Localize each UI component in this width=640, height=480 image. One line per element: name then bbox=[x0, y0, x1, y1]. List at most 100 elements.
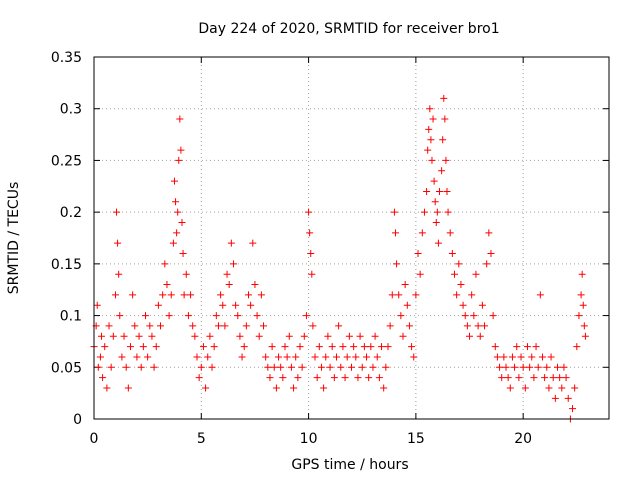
data-point bbox=[103, 384, 111, 392]
data-point bbox=[135, 332, 143, 340]
x-tick-label: 0 bbox=[90, 431, 99, 447]
data-point bbox=[350, 343, 358, 351]
data-point bbox=[365, 374, 373, 382]
data-point bbox=[384, 343, 392, 351]
data-point bbox=[154, 301, 162, 309]
x-tick-label: 15 bbox=[407, 431, 425, 447]
data-point bbox=[152, 343, 160, 351]
data-point bbox=[440, 94, 448, 102]
data-point bbox=[322, 353, 330, 361]
data-point bbox=[281, 343, 289, 351]
data-point bbox=[439, 136, 447, 144]
data-point bbox=[446, 229, 454, 237]
data-point bbox=[382, 363, 390, 371]
data-point bbox=[506, 384, 514, 392]
data-point bbox=[345, 332, 353, 340]
data-point bbox=[227, 239, 235, 247]
data-point bbox=[157, 322, 165, 330]
data-point bbox=[395, 291, 403, 299]
data-point bbox=[538, 353, 546, 361]
data-point bbox=[388, 291, 396, 299]
data-point bbox=[223, 270, 231, 278]
data-point bbox=[343, 353, 351, 361]
data-point bbox=[332, 353, 340, 361]
data-point bbox=[113, 208, 121, 216]
data-point bbox=[549, 374, 557, 382]
plot-frame bbox=[93, 56, 610, 420]
data-point bbox=[513, 343, 521, 351]
data-point bbox=[526, 363, 534, 371]
data-point bbox=[493, 353, 501, 361]
data-point bbox=[444, 208, 452, 216]
data-point bbox=[260, 322, 268, 330]
data-point bbox=[496, 363, 504, 371]
data-point bbox=[558, 384, 566, 392]
data-point bbox=[420, 208, 428, 216]
data-point bbox=[431, 198, 439, 206]
data-point bbox=[425, 125, 433, 133]
data-point bbox=[578, 270, 586, 278]
data-point bbox=[485, 229, 493, 237]
data-point bbox=[476, 332, 484, 340]
y-tick-label: 0.25 bbox=[51, 153, 82, 169]
data-point bbox=[173, 229, 181, 237]
data-point bbox=[131, 322, 139, 330]
data-point bbox=[426, 105, 434, 113]
data-point bbox=[453, 291, 461, 299]
data-point bbox=[498, 374, 506, 382]
data-point bbox=[300, 332, 308, 340]
data-point bbox=[189, 322, 197, 330]
data-point bbox=[500, 353, 508, 361]
data-point bbox=[515, 374, 523, 382]
data-point bbox=[330, 374, 338, 382]
data-point bbox=[324, 332, 332, 340]
data-point bbox=[94, 363, 102, 371]
data-point bbox=[238, 353, 246, 361]
data-point bbox=[309, 322, 317, 330]
data-point bbox=[197, 363, 205, 371]
data-point bbox=[416, 270, 424, 278]
data-point bbox=[270, 363, 278, 371]
data-point bbox=[169, 239, 177, 247]
data-point bbox=[474, 322, 482, 330]
data-point bbox=[580, 322, 588, 330]
data-point bbox=[174, 208, 182, 216]
data-point bbox=[547, 353, 555, 361]
data-point bbox=[328, 343, 336, 351]
data-point bbox=[390, 208, 398, 216]
y-tick-label: 0 bbox=[73, 412, 82, 428]
data-point bbox=[170, 177, 178, 185]
data-point bbox=[317, 363, 325, 371]
data-point bbox=[298, 363, 306, 371]
chart-title: Day 224 of 2020, SRMTID for receiver bro… bbox=[198, 21, 499, 37]
data-point bbox=[461, 312, 469, 320]
data-point bbox=[397, 312, 405, 320]
data-point bbox=[448, 250, 456, 258]
data-point bbox=[172, 198, 180, 206]
data-point bbox=[306, 229, 314, 237]
data-point bbox=[251, 281, 259, 289]
data-point bbox=[101, 343, 109, 351]
data-point bbox=[551, 394, 559, 402]
data-point bbox=[315, 343, 323, 351]
data-point bbox=[268, 343, 276, 351]
data-point bbox=[466, 332, 474, 340]
data-point bbox=[165, 312, 173, 320]
data-point bbox=[247, 301, 255, 309]
data-point bbox=[210, 343, 218, 351]
data-point bbox=[521, 384, 529, 392]
data-point bbox=[266, 374, 274, 382]
data-point bbox=[352, 353, 360, 361]
data-point bbox=[290, 384, 298, 392]
data-point bbox=[236, 332, 244, 340]
data-point bbox=[468, 291, 476, 299]
data-point bbox=[133, 353, 141, 361]
x-tick-label: 10 bbox=[300, 431, 318, 447]
data-point bbox=[107, 363, 115, 371]
data-point bbox=[430, 177, 438, 185]
data-point bbox=[541, 374, 549, 382]
data-point bbox=[348, 363, 355, 371]
data-point bbox=[443, 187, 451, 195]
x-tick-label: 5 bbox=[197, 431, 206, 447]
